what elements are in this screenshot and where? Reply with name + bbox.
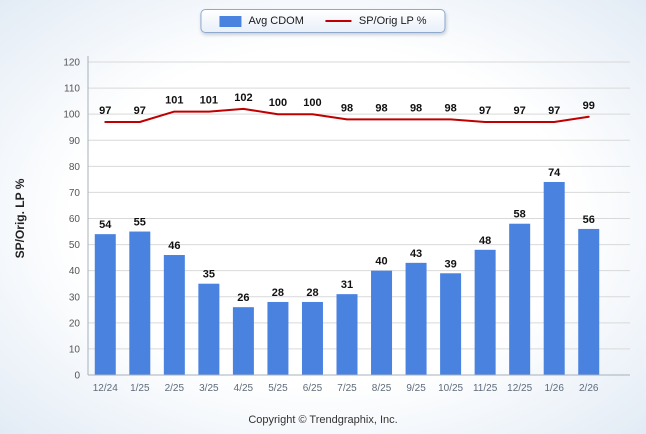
bar xyxy=(94,234,116,375)
bar xyxy=(405,262,427,375)
x-tick-label: 3/25 xyxy=(199,383,219,394)
bar xyxy=(129,231,151,375)
legend-item-avg-cdom: Avg CDOM xyxy=(219,15,304,27)
line-value-label: 98 xyxy=(444,102,456,114)
line-value-label: 97 xyxy=(134,105,146,117)
line-value-label: 97 xyxy=(479,105,491,117)
bar-value-label: 48 xyxy=(479,235,491,247)
bar-value-label: 26 xyxy=(237,292,249,304)
bar xyxy=(440,273,462,375)
line-value-label: 97 xyxy=(514,105,526,117)
x-tick-label: 9/25 xyxy=(406,383,426,394)
x-tick-label: 12/24 xyxy=(93,383,118,394)
bar-value-label: 56 xyxy=(583,214,595,226)
bar xyxy=(578,228,600,375)
y-tick-label: 90 xyxy=(69,136,81,147)
bar-swatch-icon xyxy=(219,15,242,27)
y-tick-label: 10 xyxy=(69,344,81,355)
x-tick-label: 10/25 xyxy=(438,383,463,394)
x-tick-label: 12/25 xyxy=(507,383,532,394)
bar-value-label: 39 xyxy=(444,258,456,270)
bar xyxy=(163,255,185,375)
line-value-label: 98 xyxy=(375,102,387,114)
y-tick-label: 70 xyxy=(69,188,81,199)
bar xyxy=(232,307,254,375)
line-value-label: 97 xyxy=(548,105,560,117)
line-value-label: 101 xyxy=(200,95,218,107)
chart-legend: Avg CDOM SP/Orig LP % xyxy=(200,9,446,33)
y-tick-label: 20 xyxy=(69,318,81,329)
bar xyxy=(198,283,220,375)
x-tick-label: 8/25 xyxy=(372,383,392,394)
trend-line xyxy=(104,107,590,123)
legend-label-avg-cdom: Avg CDOM xyxy=(248,15,304,27)
bar-value-label: 31 xyxy=(341,279,353,291)
y-tick-label: 100 xyxy=(63,110,80,121)
bar-value-label: 55 xyxy=(134,217,146,229)
x-tick-label: 11/25 xyxy=(473,383,498,394)
bar-value-label: 74 xyxy=(548,167,561,179)
y-tick-label: 50 xyxy=(69,240,81,251)
x-tick-label: 1/25 xyxy=(130,383,150,394)
x-tick-label: 6/25 xyxy=(303,383,323,394)
y-tick-label: 0 xyxy=(74,371,80,382)
line-value-label: 99 xyxy=(583,100,595,112)
bar xyxy=(371,270,393,375)
y-tick-label: 40 xyxy=(69,266,81,277)
line-value-label: 101 xyxy=(165,95,183,107)
legend-item-sp-orig-lp: SP/Orig LP % xyxy=(325,15,427,27)
x-tick-label: 2/26 xyxy=(579,383,599,394)
x-tick-label: 4/25 xyxy=(234,383,254,394)
line-value-label: 102 xyxy=(234,92,252,104)
x-tick-label: 7/25 xyxy=(337,383,357,394)
bar-value-label: 46 xyxy=(168,240,180,252)
bar-value-label: 28 xyxy=(306,287,318,299)
y-axis-title: SP/Orig. LP % xyxy=(13,178,27,258)
y-tick-label: 120 xyxy=(63,58,80,69)
copyright-text: Copyright © Trendgraphix, Inc. xyxy=(248,414,398,426)
legend-label-sp-orig-lp: SP/Orig LP % xyxy=(358,15,427,27)
line-value-label: 97 xyxy=(99,105,111,117)
bar-value-label: 43 xyxy=(410,248,422,260)
bar-value-label: 35 xyxy=(203,269,215,281)
bar-value-label: 40 xyxy=(375,256,387,268)
bar-value-label: 28 xyxy=(272,287,284,299)
bar-value-label: 54 xyxy=(99,219,112,231)
bar xyxy=(543,181,565,375)
bar xyxy=(474,249,496,375)
y-tick-label: 30 xyxy=(69,292,81,303)
y-tick-label: 60 xyxy=(69,214,81,225)
x-tick-label: 5/25 xyxy=(268,383,288,394)
x-tick-label: 2/25 xyxy=(165,383,185,394)
line-swatch-icon xyxy=(325,20,352,22)
y-tick-label: 80 xyxy=(69,162,81,173)
bar xyxy=(267,301,289,375)
bar xyxy=(509,223,531,375)
y-tick-label: 110 xyxy=(64,84,80,95)
line-value-label: 100 xyxy=(269,97,287,109)
line-value-label: 100 xyxy=(303,97,321,109)
x-tick-label: 1/26 xyxy=(544,383,564,394)
line-value-label: 98 xyxy=(341,102,353,114)
bar xyxy=(301,301,323,375)
bar xyxy=(336,294,358,375)
line-value-label: 98 xyxy=(410,102,422,114)
bar-value-label: 58 xyxy=(514,209,526,221)
